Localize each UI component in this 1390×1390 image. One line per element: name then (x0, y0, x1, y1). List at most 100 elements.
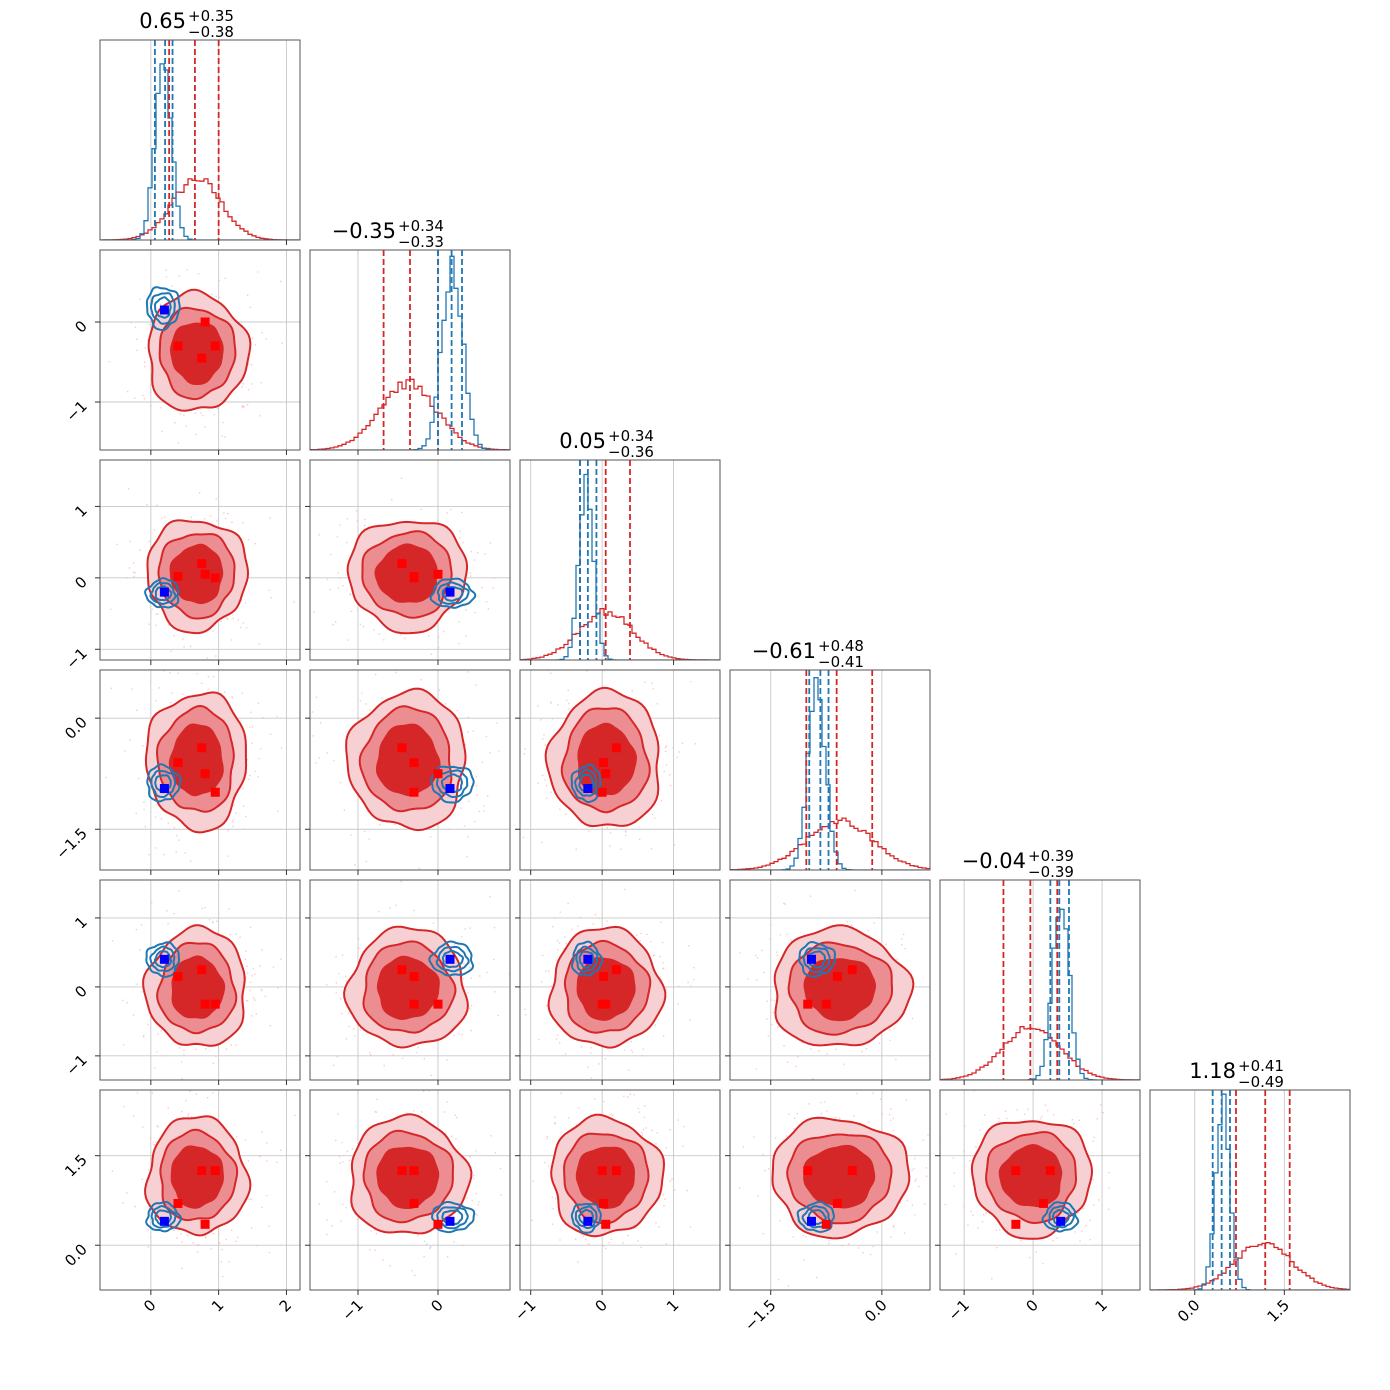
blue-contour-1 (144, 577, 180, 609)
y-tick-label: −1 (62, 644, 90, 672)
scatter-panel-2-1 (305, 459, 511, 665)
scatter-panel-4-3 (725, 879, 931, 1085)
panel-frame (309, 249, 511, 451)
truth-marker (200, 999, 210, 1009)
blue-contour-2 (149, 945, 176, 972)
blue-contour-2 (802, 947, 831, 974)
scatter-panel-3-0: −1.5 0.0 (52, 669, 301, 875)
x-tick-label: −1.5 (741, 1296, 779, 1334)
blue-contour-1 (570, 1203, 602, 1234)
x-tick-label: 1 (208, 1296, 227, 1315)
panel-frame (99, 879, 301, 1081)
hist-panel-3: −0.61 +0.48−0.41 (729, 637, 931, 875)
red-contour-3 (169, 322, 224, 385)
truth-marker (397, 965, 407, 975)
truth-marker (197, 1166, 207, 1176)
blue-contour-1 (429, 577, 477, 609)
param-title-median: −0.04 (962, 849, 1026, 873)
y-tick-label: 1.5 (61, 1151, 91, 1181)
param-title-plus: +0.34 (608, 427, 654, 445)
panel-frame (519, 879, 721, 1081)
blue-contour-2 (574, 1205, 598, 1229)
truth-marker (1038, 1198, 1048, 1208)
red-contour-3 (170, 1145, 224, 1209)
injection-marker (806, 954, 816, 964)
y-tick-label: 0 (71, 573, 90, 592)
scatter-panel-5-0: 0.0 1.5 0 1 2 (61, 1089, 301, 1316)
injection-marker (583, 1216, 593, 1226)
truth-marker (397, 743, 407, 753)
truth-marker (433, 1219, 443, 1229)
truth-marker (601, 769, 611, 779)
truth-marker (1011, 1166, 1021, 1176)
truth-marker (821, 999, 831, 1009)
injection-marker (159, 954, 169, 964)
hist-panel-0: 0.65 +0.35−0.38 (99, 7, 301, 245)
truth-marker (409, 758, 419, 768)
truth-marker (173, 972, 183, 982)
blue-contour-1 (145, 941, 180, 978)
injection-marker (445, 784, 455, 794)
blue-contour-3 (578, 950, 595, 969)
blue-contour-2 (574, 768, 598, 797)
truth-marker (200, 769, 210, 779)
injection-marker (159, 305, 169, 315)
scatter-panel-3-1 (305, 669, 511, 875)
x-tick-label: 0.0 (861, 1296, 891, 1326)
truth-marker (599, 972, 609, 982)
blue-contour-2 (150, 769, 177, 798)
truth-marker (197, 965, 207, 975)
truth-marker (597, 1166, 607, 1176)
truth-marker (1011, 1219, 1021, 1229)
truth-marker (433, 769, 443, 779)
blue-contour-1 (570, 940, 604, 977)
blue-contour-2 (1047, 1205, 1075, 1229)
truth-marker (601, 1219, 611, 1229)
panel-frame (519, 669, 721, 871)
blue-contour-1 (798, 940, 836, 978)
scatter-panel-5-4: −1 0 1 (935, 1089, 1141, 1324)
red-contour-3 (803, 1144, 876, 1209)
hist-panel-1: −0.35 +0.34−0.33 (309, 217, 511, 455)
truth-marker (397, 559, 407, 569)
blue-contour-1 (145, 1200, 183, 1233)
blue-contour-3 (153, 950, 173, 969)
x-tick-label: 2 (276, 1296, 295, 1315)
injection-marker (583, 784, 593, 794)
truth-marker (197, 353, 207, 363)
scatter-panel-4-0: −1 0 1 (62, 879, 301, 1085)
param-title-minus: −0.49 (1238, 1073, 1284, 1091)
panel-frame (99, 1089, 301, 1291)
param-title-plus: +0.39 (1028, 847, 1074, 865)
red-histogram (940, 1026, 1140, 1080)
x-tick-label: 0 (427, 1296, 446, 1315)
blue-contour-2 (435, 945, 470, 973)
truth-marker (210, 999, 220, 1009)
truth-marker (173, 758, 183, 768)
param-title-minus: −0.38 (188, 23, 234, 41)
blue-histogram (1150, 1093, 1350, 1290)
injection-marker (583, 954, 593, 964)
panel-frame (99, 669, 301, 871)
truth-marker (847, 1166, 857, 1176)
truth-marker (200, 569, 210, 579)
x-tick-label: −1 (338, 1296, 366, 1324)
red-contour-3 (374, 543, 438, 603)
y-tick-label: 0 (71, 317, 90, 336)
scatter-panel-4-2 (515, 879, 721, 1085)
truth-marker (197, 559, 207, 569)
param-title-median: 0.05 (559, 429, 606, 453)
injection-marker (445, 954, 455, 964)
blue-contour-2 (436, 1206, 469, 1230)
truth-marker (611, 1166, 621, 1176)
truth-marker (397, 1166, 407, 1176)
injection-marker (159, 587, 169, 597)
panel-frame (519, 459, 721, 661)
scatter-panel-4-1 (305, 879, 511, 1085)
truth-marker (821, 1219, 831, 1229)
x-tick-label: 0 (1022, 1296, 1041, 1315)
param-title-median: 0.65 (139, 9, 186, 33)
param-title-plus: +0.48 (818, 637, 864, 655)
param-title-median: 1.18 (1189, 1059, 1236, 1083)
